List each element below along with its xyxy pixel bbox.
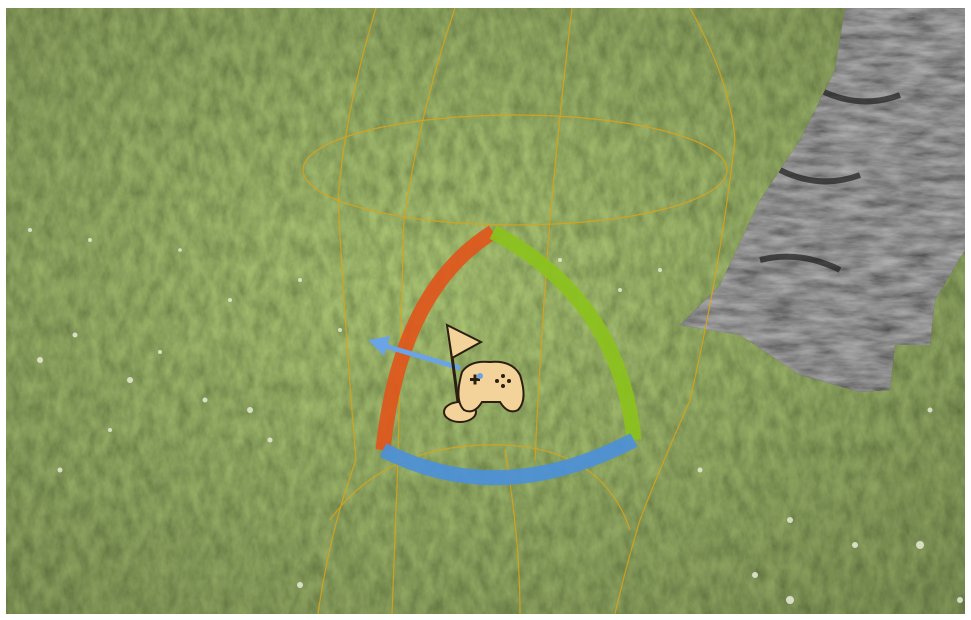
capsule-collider — [302, 8, 736, 614]
gamepad — [457, 360, 525, 413]
flag — [445, 323, 484, 360]
flowers — [28, 228, 963, 604]
direction-arrow — [368, 336, 461, 371]
y-rotation-arc — [489, 225, 642, 441]
viewport — [6, 8, 965, 614]
z-rotation-arc — [379, 433, 638, 486]
rotation-gizmo — [375, 225, 642, 486]
x-rotation-arc — [375, 225, 498, 451]
spawn-icon — [443, 323, 525, 423]
